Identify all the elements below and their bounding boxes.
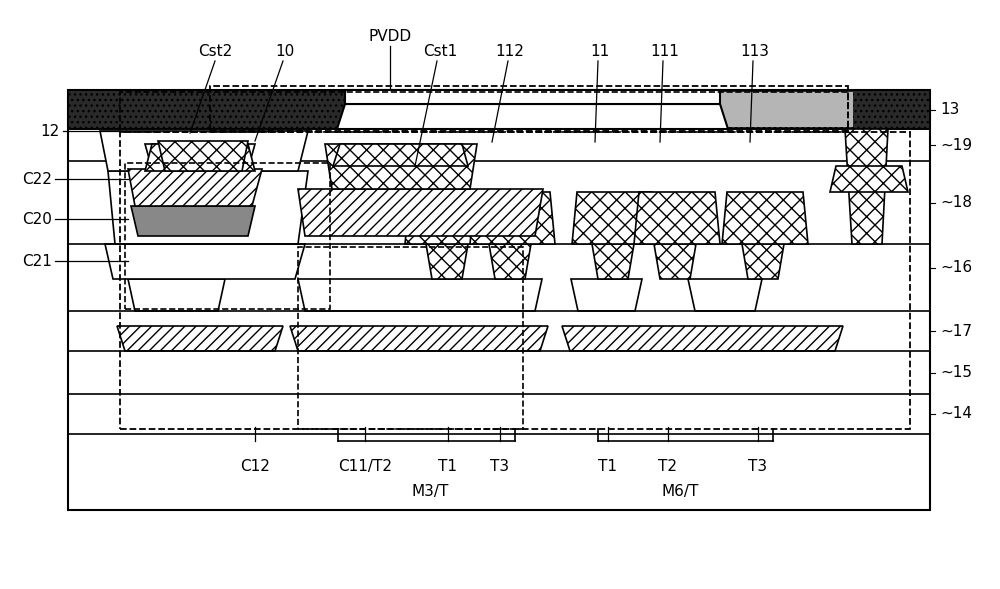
Text: C12: C12 [240,459,270,474]
Text: T1: T1 [438,459,458,474]
Text: 11: 11 [590,44,610,59]
Polygon shape [405,192,492,244]
Text: 112: 112 [496,44,524,59]
Bar [68,90,930,129]
Polygon shape [325,144,477,189]
Polygon shape [470,192,555,244]
Polygon shape [298,279,542,311]
Polygon shape [845,129,888,244]
Text: ~14: ~14 [940,406,972,422]
Polygon shape [298,189,543,236]
Text: ~15: ~15 [940,365,972,380]
Polygon shape [654,244,696,279]
Polygon shape [145,144,255,169]
Polygon shape [131,206,255,236]
Text: C22: C22 [22,171,52,187]
Polygon shape [158,141,248,171]
Polygon shape [426,244,468,279]
Polygon shape [333,144,468,166]
Polygon shape [290,326,548,351]
Bar [345,90,720,104]
Text: 13: 13 [940,102,959,117]
Text: ~18: ~18 [940,195,972,210]
Polygon shape [688,279,762,311]
Text: ~17: ~17 [940,323,972,339]
Polygon shape [337,104,728,129]
Polygon shape [592,244,634,279]
Polygon shape [128,279,225,311]
Polygon shape [128,169,262,206]
Bar [298,247,523,429]
Text: C11/T2: C11/T2 [338,459,392,474]
Polygon shape [105,244,305,279]
Bar [210,86,848,131]
Text: 12: 12 [41,124,60,138]
Bar [390,92,600,127]
Bar [68,90,930,510]
Text: M3/T: M3/T [411,484,449,499]
Bar [120,132,910,429]
Polygon shape [100,131,308,171]
Polygon shape [830,166,908,192]
Polygon shape [117,326,283,351]
Text: T3: T3 [748,459,768,474]
Text: 10: 10 [275,44,295,59]
Text: ~16: ~16 [940,260,972,275]
Text: ~19: ~19 [940,137,972,153]
Polygon shape [562,326,843,351]
Text: T1: T1 [598,459,618,474]
Bar [720,92,853,127]
Polygon shape [108,171,308,244]
Text: Cst2: Cst2 [198,44,232,59]
Text: T3: T3 [490,459,510,474]
Text: C21: C21 [22,253,52,269]
Polygon shape [489,244,531,279]
Polygon shape [742,244,784,279]
Text: T2: T2 [658,459,678,474]
Text: 113: 113 [740,44,770,59]
Text: C20: C20 [22,211,52,227]
Text: 111: 111 [651,44,679,59]
Text: Cst1: Cst1 [423,44,457,59]
Bar [120,92,848,132]
Bar [125,163,330,309]
Polygon shape [145,144,255,171]
Polygon shape [571,279,642,311]
Polygon shape [722,192,808,244]
Polygon shape [572,192,657,244]
Polygon shape [634,192,720,244]
Text: M6/T: M6/T [661,484,699,499]
Text: PVDD: PVDD [368,29,412,44]
